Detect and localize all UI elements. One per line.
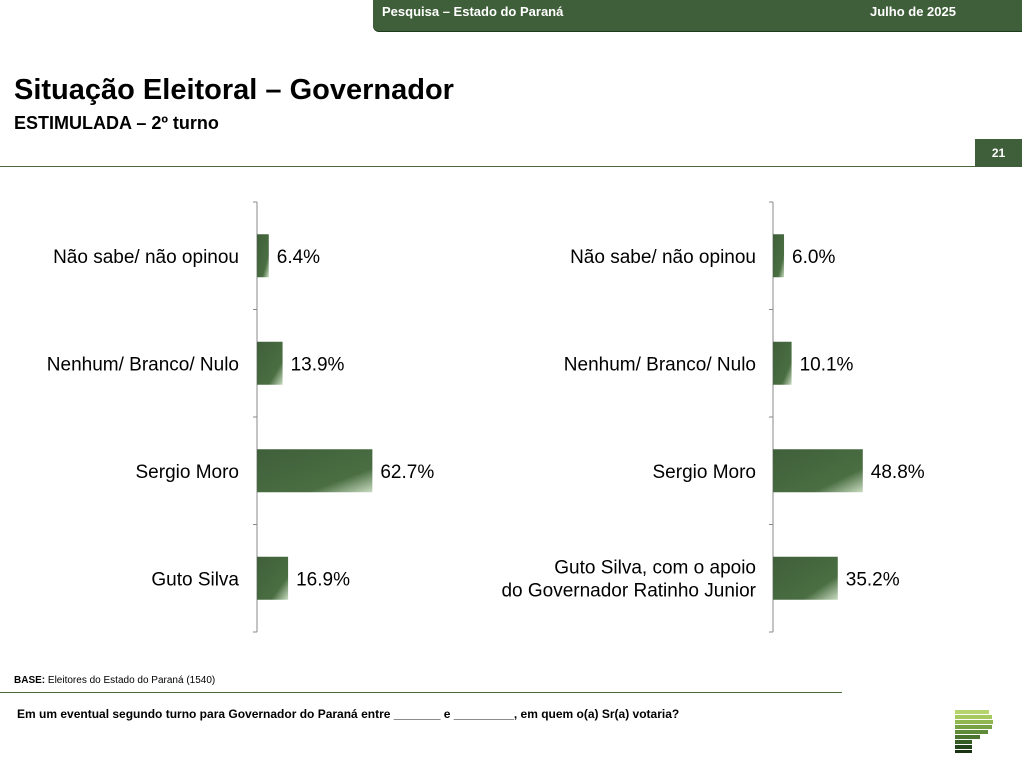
data-label: 35.2% [846,569,900,590]
data-label: 10.1% [800,354,854,375]
survey-title: Pesquisa – Estado do Paraná [382,4,564,19]
bar-chart-2: 6.0% Não sabe/ não opinou 10.1% Nenhum/ Bra… [501,201,925,633]
bar [257,556,289,600]
data-label: 62.7% [380,462,434,483]
data-label: 6.0% [792,247,835,268]
page-title: Situação Eleitoral – Governador [14,74,454,106]
bar [773,556,838,600]
bar [257,341,283,385]
data-label: 16.9% [296,569,350,590]
category-label: Nenhum/ Branco/ Nulo [564,354,756,375]
base-label: BASE: [14,675,46,686]
bar-chart-1: 6.4% Não sabe/ não opinou 13.9% Nenhum/ Bra… [47,201,434,633]
category-label: Guto Silva [151,569,239,590]
data-label: 6.4% [277,247,320,268]
striped-p-logo-icon [955,710,993,753]
page-subtitle: ESTIMULADA – 2º turno [14,113,219,133]
data-label: 13.9% [291,354,345,375]
bar [257,449,373,493]
base-text: Eleitores do Estado do Paraná (1540) [47,675,216,686]
category-label: Sergio Moro [653,462,757,483]
title-divider [0,166,975,167]
page-number: 21 [975,139,1022,167]
header-bar: Pesquisa – Estado do Paraná Julho de 202… [373,0,1022,31]
survey-question: Em um eventual segundo turno para Govern… [17,707,680,721]
category-label: Guto Silva, com o apoio do Governador Rat… [501,557,756,601]
category-label: Não sabe/ não opinou [53,247,239,268]
footer-divider [0,692,842,693]
data-label: 48.8% [871,462,925,483]
category-label: Sergio Moro [136,462,240,483]
bar [773,341,792,385]
bar [773,234,785,278]
category-label: Nenhum/ Branco/ Nulo [47,354,239,375]
base-note: BASE: Eleitores do Estado do Paraná (154… [14,675,215,686]
category-label: Não sabe/ não opinou [570,247,756,268]
survey-date: Julho de 2025 [870,4,956,19]
bar [773,449,863,493]
bar [257,234,269,278]
